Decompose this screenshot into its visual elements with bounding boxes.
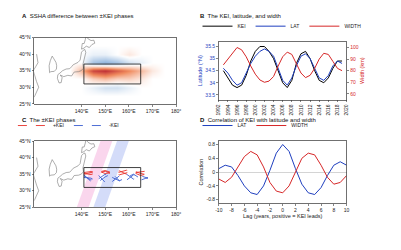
svg-text:WIDTH: WIDTH [344,23,361,29]
svg-text:-KEI: -KEI [109,122,119,128]
svg-text:25°N: 25°N [19,204,31,210]
svg-text:160°E: 160°E [122,211,136,217]
svg-text:B The KEI, latitude, and widt: B The KEI, latitude, and width [200,13,281,19]
svg-text:1994: 1994 [225,104,231,115]
svg-text:35: 35 [210,55,216,61]
svg-text:40°N: 40°N [19,154,31,160]
svg-text:2016: 2016 [325,104,331,115]
svg-text:10: 10 [344,207,350,213]
svg-text:25°N: 25°N [19,101,31,107]
svg-text:170°E: 170°E [146,108,160,114]
svg-text:1998: 1998 [243,104,249,115]
svg-text:Correlation: Correlation [198,159,204,186]
svg-text:45°N: 45°N [19,138,31,144]
svg-text:2020: 2020 [343,104,349,115]
svg-text:-0.8: -0.8 [206,196,215,202]
svg-text:LAT: LAT [291,23,300,29]
svg-text:0.8: 0.8 [208,141,215,147]
svg-text:140°E: 140°E [75,108,89,114]
svg-text:0: 0 [281,207,284,213]
svg-text:150°E: 150°E [98,211,112,217]
svg-text:D Correlation of KEI with lat: D Correlation of KEI with latitude and w… [200,117,316,123]
svg-text:4: 4 [307,207,310,213]
svg-text:45°N: 45°N [19,34,31,40]
svg-text:160°E: 160°E [122,108,136,114]
svg-text:34: 34 [210,80,216,86]
svg-text:2004: 2004 [270,104,276,115]
svg-text:Lag (years, positive = KEI lea: Lag (years, positive = KEI leads) [243,213,322,219]
svg-text:-4: -4 [255,207,260,213]
svg-text:-10: -10 [215,207,222,213]
svg-text:170°E: 170°E [146,211,160,217]
svg-text:35°N: 35°N [19,171,31,177]
svg-text:8: 8 [332,207,335,213]
svg-text:33.5: 33.5 [205,92,215,98]
svg-text:Width (km): Width (km) [359,57,365,84]
svg-text:35.5: 35.5 [205,43,215,49]
svg-text:-0.4: -0.4 [206,183,215,189]
svg-text:2006: 2006 [279,104,285,115]
svg-text:2014: 2014 [316,104,322,115]
svg-text:30°N: 30°N [19,84,31,90]
svg-text:C The ±KEI phases: C The ±KEI phases [22,117,76,123]
svg-text:6: 6 [320,207,323,213]
svg-text:2002: 2002 [261,104,267,115]
svg-text:-2: -2 [268,207,273,213]
svg-text:34.5: 34.5 [205,67,215,73]
svg-text:2: 2 [294,207,297,213]
svg-text:100: 100 [350,44,359,50]
svg-text:35°N: 35°N [19,67,31,73]
svg-text:150°E: 150°E [98,108,112,114]
svg-text:A SSHA difference between ±KE: A SSHA difference between ±KEI phases [22,13,134,19]
svg-text:90: 90 [350,56,356,62]
svg-text:2008: 2008 [288,104,294,115]
svg-text:60: 60 [350,91,356,97]
svg-text:WIDTH: WIDTH [291,122,308,128]
svg-text:40°N: 40°N [19,51,31,57]
svg-text:1996: 1996 [234,104,240,115]
svg-text:70: 70 [350,79,356,85]
svg-text:30°N: 30°N [19,187,31,193]
svg-text:Latitude (°N): Latitude (°N) [197,55,203,86]
svg-text:-8: -8 [229,207,234,213]
svg-text:2018: 2018 [334,104,340,115]
svg-text:-6: -6 [242,207,247,213]
svg-text:LAT: LAT [238,122,247,128]
svg-text:KEI: KEI [238,23,246,29]
svg-text:+KEI: +KEI [53,122,64,128]
svg-text:80: 80 [350,67,356,73]
svg-text:0.4: 0.4 [208,155,215,161]
svg-text:180°: 180° [171,211,181,217]
svg-text:2000: 2000 [252,104,258,115]
svg-text:1992: 1992 [215,104,221,115]
svg-text:2012: 2012 [307,104,313,115]
svg-text:140°E: 140°E [75,211,89,217]
svg-text:180°: 180° [171,108,181,114]
svg-text:2010: 2010 [298,104,304,115]
svg-text:0: 0 [212,169,215,175]
